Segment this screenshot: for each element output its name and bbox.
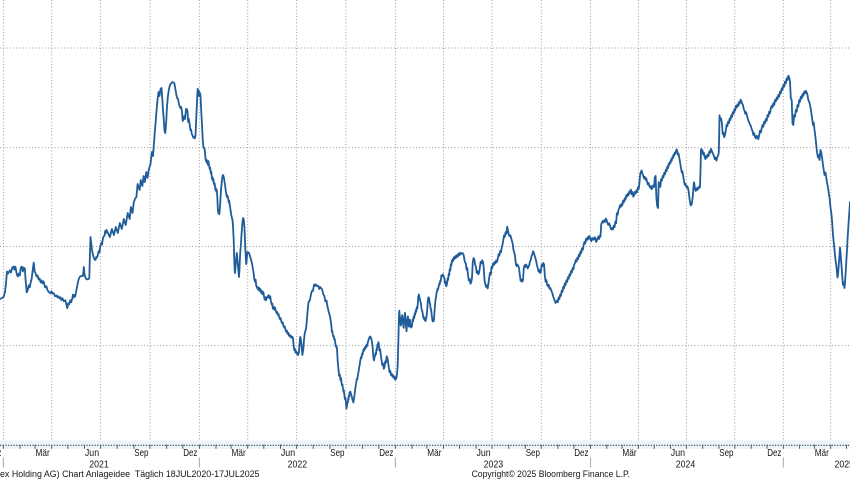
svg-text:Jun: Jun (281, 448, 295, 459)
svg-text:Sep: Sep (526, 448, 541, 459)
svg-text:2025: 2025 (834, 460, 850, 471)
svg-text:Mär: Mär (622, 448, 637, 459)
svg-text:Copyright© 2025 Bloomberg Fina: Copyright© 2025 Bloomberg Finance L.P. (472, 469, 630, 479)
svg-text:Dez: Dez (379, 448, 393, 459)
svg-text:Jun: Jun (477, 448, 491, 459)
svg-text:Dez: Dez (0, 448, 1, 459)
svg-text:Sep: Sep (134, 448, 149, 459)
svg-text:2024: 2024 (676, 460, 696, 471)
svg-text:2021: 2021 (89, 460, 109, 471)
svg-text:Dez: Dez (767, 448, 781, 459)
svg-text:2023: 2023 (484, 460, 504, 471)
svg-text:Jun: Jun (671, 448, 685, 459)
svg-text:Dez: Dez (574, 448, 588, 459)
svg-text:ex Holding AG) Chart Anlageide: ex Holding AG) Chart Anlageidee Täglich … (0, 469, 260, 479)
svg-text:Sep: Sep (719, 448, 734, 459)
svg-text:Jun: Jun (85, 448, 99, 459)
svg-text:Mär: Mär (232, 448, 247, 459)
svg-text:Sep: Sep (330, 448, 345, 459)
svg-text:Mär: Mär (36, 448, 51, 459)
svg-text:Mär: Mär (815, 448, 830, 459)
svg-text:Dez: Dez (183, 448, 197, 459)
svg-text:Mär: Mär (427, 448, 442, 459)
svg-text:2022: 2022 (288, 460, 308, 471)
